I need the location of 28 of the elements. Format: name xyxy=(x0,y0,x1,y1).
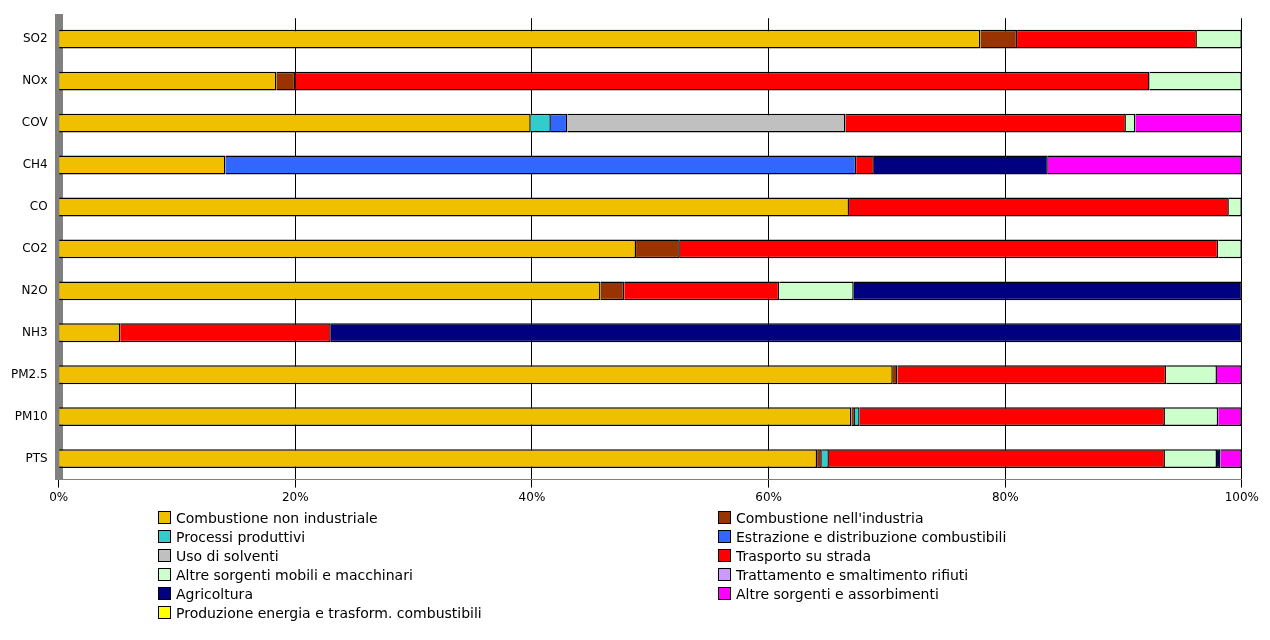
y-tick-label: PM10 xyxy=(14,408,48,423)
x-tick-label: 20% xyxy=(281,489,309,504)
legend-label: Combustione non industriale xyxy=(176,509,378,526)
y-tick-label: PTS xyxy=(25,450,48,465)
legend-label: Trattamento e smaltimento rifiuti xyxy=(736,566,969,583)
x-tick-label: 40% xyxy=(518,489,546,504)
x-tick-label: 80% xyxy=(991,489,1019,504)
y-tick-label: N2O xyxy=(21,282,48,297)
y-tick-label: NH3 xyxy=(22,324,48,339)
y-tick-label: SO2 xyxy=(22,31,48,46)
x-tick-label: 0% xyxy=(49,489,69,504)
legend-label: Processi produttivi xyxy=(176,528,306,545)
legend-label: Altre sorgenti mobili e macchinari xyxy=(176,566,413,583)
legend-label: Altre sorgenti e assorbimenti xyxy=(736,585,939,602)
legend-label: Combustione nell'industria xyxy=(736,509,924,526)
legend-label: Trasporto su strada xyxy=(736,547,872,564)
x-tick-label: 100% xyxy=(1224,489,1259,504)
legend-label: Produzione energia e trasform. combustibili xyxy=(176,604,482,621)
y-tick-label: CO xyxy=(29,199,48,214)
y-tick-label: NOx xyxy=(22,73,48,88)
y-tick-label: CH4 xyxy=(22,157,48,172)
legend-label: Uso di solventi xyxy=(176,547,279,564)
legend-label: Agricoltura xyxy=(176,585,253,602)
y-tick-label: PM2.5 xyxy=(10,366,48,381)
x-tick-label: 60% xyxy=(755,489,782,504)
y-tick-label: CO2 xyxy=(22,241,48,256)
y-tick-label: COV xyxy=(21,115,49,130)
legend-label: Estrazione e distribuzione combustibili xyxy=(736,528,1007,545)
